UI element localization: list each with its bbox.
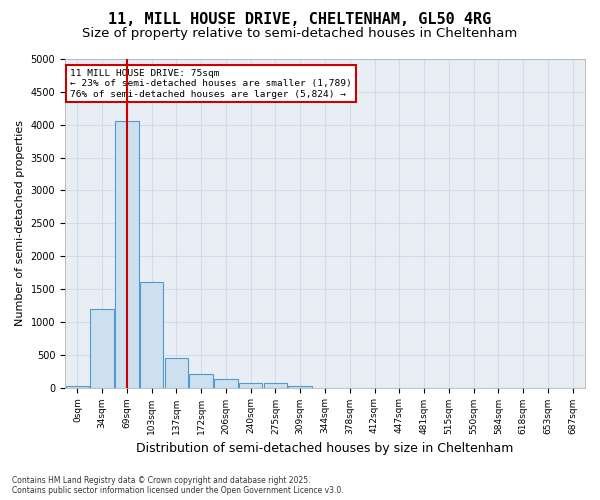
Bar bbox=[140, 282, 163, 388]
Text: Size of property relative to semi-detached houses in Cheltenham: Size of property relative to semi-detach… bbox=[82, 28, 518, 40]
X-axis label: Distribution of semi-detached houses by size in Cheltenham: Distribution of semi-detached houses by … bbox=[136, 442, 514, 455]
Bar bbox=[65, 386, 89, 388]
Bar bbox=[264, 384, 287, 388]
Text: 11 MILL HOUSE DRIVE: 75sqm
← 23% of semi-detached houses are smaller (1,789)
76%: 11 MILL HOUSE DRIVE: 75sqm ← 23% of semi… bbox=[70, 69, 352, 98]
Y-axis label: Number of semi-detached properties: Number of semi-detached properties bbox=[15, 120, 25, 326]
Text: Contains HM Land Registry data © Crown copyright and database right 2025.
Contai: Contains HM Land Registry data © Crown c… bbox=[12, 476, 344, 495]
Text: 11, MILL HOUSE DRIVE, CHELTENHAM, GL50 4RG: 11, MILL HOUSE DRIVE, CHELTENHAM, GL50 4… bbox=[109, 12, 491, 28]
Bar bbox=[164, 358, 188, 388]
Bar bbox=[214, 379, 238, 388]
Bar bbox=[115, 122, 139, 388]
Bar bbox=[239, 382, 262, 388]
Bar bbox=[91, 308, 114, 388]
Bar bbox=[289, 386, 312, 388]
Bar bbox=[190, 374, 213, 388]
